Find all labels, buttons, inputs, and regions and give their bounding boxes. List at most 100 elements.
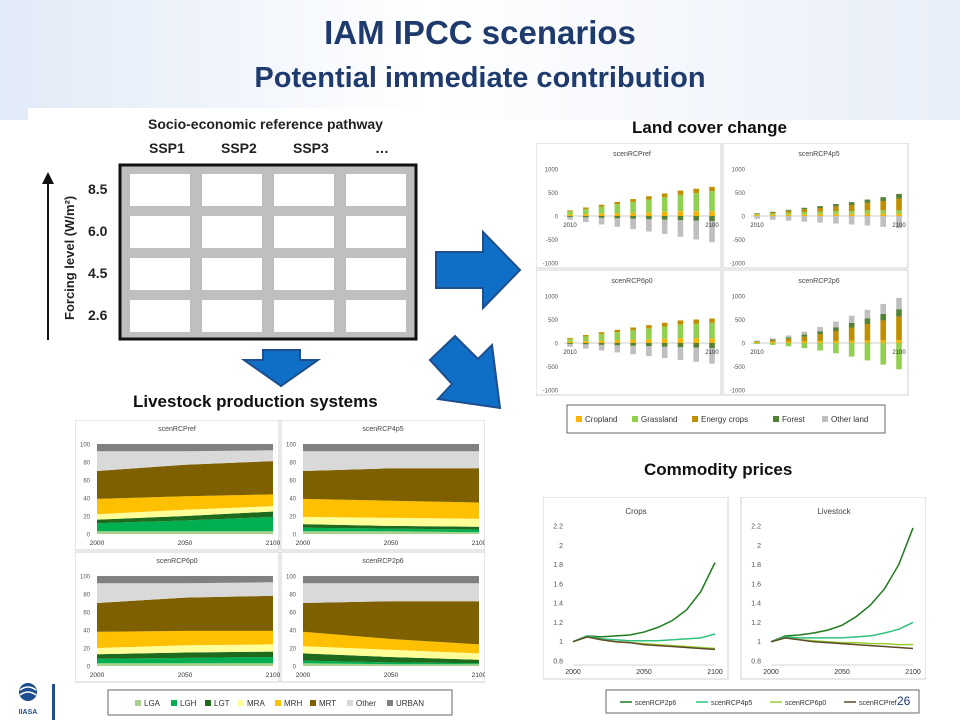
bar-segment — [614, 345, 621, 353]
bar-segment — [769, 212, 776, 214]
section-livestock: Livestock production systems — [133, 392, 378, 411]
y-tick-label: 2 — [559, 543, 563, 550]
bar-segment — [848, 202, 855, 205]
bar-segment — [817, 341, 823, 343]
bar-segment — [896, 297, 902, 310]
y-tick-label: 500 — [548, 191, 559, 197]
iiasa-logo: IIASA — [19, 683, 37, 716]
bar-segment — [646, 339, 652, 343]
y-tick-label: 0 — [293, 665, 297, 671]
legend-swatch — [310, 700, 316, 706]
bar-segment — [896, 213, 902, 216]
legend-label: MRA — [247, 699, 265, 708]
y-tick-label: 20 — [83, 515, 90, 521]
x-tick-label: 2010 — [563, 350, 577, 356]
bar-segment — [817, 216, 823, 223]
bar-segment — [833, 331, 839, 341]
bar-segment — [754, 216, 760, 219]
bar-segment — [848, 340, 855, 343]
x-tick-label: 2050 — [636, 669, 652, 676]
bar-segment — [864, 199, 871, 203]
bar-segment — [614, 213, 621, 216]
bar-segment — [709, 221, 715, 243]
bar-segment — [754, 215, 760, 216]
bar-segment — [661, 219, 668, 234]
y-tick-label: 2.2 — [553, 524, 563, 531]
bar-segment — [817, 214, 823, 216]
x-tick-label: 2050 — [178, 540, 193, 547]
chart-title: scenRCP6p0 — [611, 278, 652, 285]
bar-segment — [785, 341, 792, 343]
bar-segment — [880, 197, 887, 201]
y-tick-label: 40 — [83, 629, 90, 635]
legend-label: URBAN — [396, 699, 424, 708]
legend-label: LGH — [180, 699, 197, 708]
y-tick-label: 60 — [289, 611, 296, 617]
matrix-cell — [130, 216, 190, 248]
bar-segment — [801, 209, 808, 213]
bar-segment — [582, 343, 589, 345]
header-band — [0, 0, 960, 120]
bar-segment — [769, 340, 776, 342]
bar-segment — [661, 326, 668, 339]
y-tick-label: 20 — [289, 515, 296, 521]
bar-segment — [864, 202, 871, 211]
bar-segment — [709, 191, 715, 212]
matrix-header: Socio-economic reference pathway — [148, 116, 383, 132]
bar-segment — [677, 338, 684, 343]
bar-segment — [848, 327, 855, 341]
legend-label: LGT — [214, 699, 230, 708]
bar-segment — [785, 343, 792, 347]
bar-segment — [598, 217, 605, 225]
area-band — [303, 660, 479, 665]
x-tick-label: 2000 — [90, 540, 105, 547]
legend-label: Other land — [831, 415, 868, 424]
bar-segment — [709, 322, 715, 339]
bar-segment — [630, 343, 636, 346]
area-band — [97, 644, 273, 655]
area-band — [303, 583, 479, 603]
x-tick-label: 2000 — [296, 672, 311, 679]
bar-segment — [598, 213, 605, 216]
bar-segment — [582, 217, 589, 223]
bar-segment — [709, 338, 715, 343]
bar-segment — [614, 201, 621, 205]
legend-swatch — [822, 416, 828, 422]
bar-segment — [630, 327, 636, 331]
y-tick-label: 20 — [289, 647, 296, 653]
legend-label: Forest — [782, 415, 805, 424]
y-tick-label: 0 — [87, 665, 91, 671]
bar-segment — [567, 210, 573, 212]
arrow-to-livestock — [240, 349, 322, 388]
bar-segment — [677, 347, 684, 360]
bar-segment — [785, 209, 792, 211]
area-band — [97, 531, 273, 534]
bar-segment — [801, 336, 808, 342]
bar-segment — [661, 338, 668, 343]
bar-segment — [582, 207, 589, 209]
y-tick-label: 60 — [83, 611, 90, 617]
bar-segment — [769, 216, 776, 220]
x-tick-label: 2100 — [472, 672, 485, 679]
bar-segment — [801, 341, 808, 343]
bar-segment — [582, 208, 589, 215]
bar-segment — [582, 214, 589, 216]
bar-segment — [848, 322, 855, 328]
bar-segment — [661, 193, 668, 198]
area-band — [97, 516, 273, 532]
bar-segment — [709, 211, 715, 216]
bar-segment — [693, 220, 700, 240]
y-tick-label: 80 — [83, 593, 90, 599]
bar-segment — [785, 214, 792, 216]
bar-segment — [630, 330, 636, 340]
bar-segment — [661, 211, 668, 216]
bar-segment — [567, 216, 573, 220]
bar-segment — [677, 211, 684, 216]
bar-segment — [864, 210, 871, 214]
x-tick-label: 2100 — [705, 223, 719, 229]
y-tick-label: 1000 — [545, 295, 559, 301]
y-tick-label: 0 — [742, 215, 746, 221]
x-tick-label: 2010 — [563, 223, 577, 229]
bar-segment — [785, 212, 792, 215]
